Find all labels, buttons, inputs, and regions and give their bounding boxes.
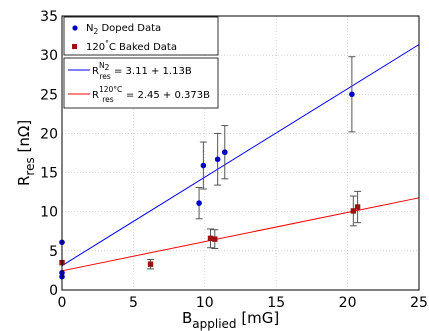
y-tick-label: 5 <box>49 244 58 260</box>
x-tick-label: 10 <box>196 295 214 311</box>
data-point-s0-6 <box>221 149 228 156</box>
legend-label-n2: N2 Doped Data <box>86 23 161 36</box>
y-tick-labels: 0 5 10 15 20 25 30 35 <box>40 9 58 299</box>
y-tick-label: 10 <box>40 205 58 221</box>
data-point-s1-1 <box>147 261 154 267</box>
legend-label-n2-fit: RN2 res = 3.11 + 1.13B <box>92 61 192 81</box>
plot-frame <box>61 15 420 291</box>
y-tick-label: 25 <box>40 87 58 103</box>
data-point-s0-7 <box>349 91 355 98</box>
data-point-s0-5 <box>214 156 221 163</box>
legend-box-fits <box>63 57 219 109</box>
y-tick-label: 20 <box>40 126 58 142</box>
grid-lines <box>62 16 419 290</box>
data-point-s0-3 <box>196 200 202 206</box>
y-tick-label: 30 <box>40 48 58 64</box>
data-point-s1-3 <box>212 236 218 242</box>
x-tick-label: 0 <box>58 295 67 311</box>
data-point-s1-5 <box>354 204 361 210</box>
legend-marker-baked <box>72 44 77 49</box>
x-tick-label: 15 <box>267 295 285 311</box>
y-tick-label: 35 <box>40 9 58 25</box>
x-tick-label: 20 <box>339 295 357 311</box>
legend: N2 Doped Data 120°C Baked Data RN2 res = … <box>63 16 219 109</box>
fit-line-0 <box>61 44 420 267</box>
fit-line-1 <box>61 197 420 272</box>
legend-marker-n2 <box>72 25 78 31</box>
legend-box-data <box>63 16 219 56</box>
x-tick-label: 25 <box>410 295 428 311</box>
data-point-s1-4 <box>350 208 357 214</box>
data-points <box>59 91 361 280</box>
x-axis-label: Bapplied [mG] <box>182 309 279 331</box>
data-point-s1-2 <box>207 235 214 242</box>
legend-label-baked-fit: R120°C res = 2.45 + 0.373B <box>92 85 210 104</box>
legend-label-baked: 120°C Baked Data <box>86 39 177 53</box>
fit-lines <box>61 44 420 272</box>
y-axis-label: Rres [nΩ] <box>15 120 37 186</box>
data-point-s0-4 <box>200 162 207 169</box>
x-tick-label: 5 <box>129 295 138 311</box>
x-tick-labels: 0 5 10 15 20 25 <box>58 295 428 311</box>
y-tick-label: 15 <box>40 166 58 182</box>
y-tick-label: 0 <box>49 283 58 299</box>
